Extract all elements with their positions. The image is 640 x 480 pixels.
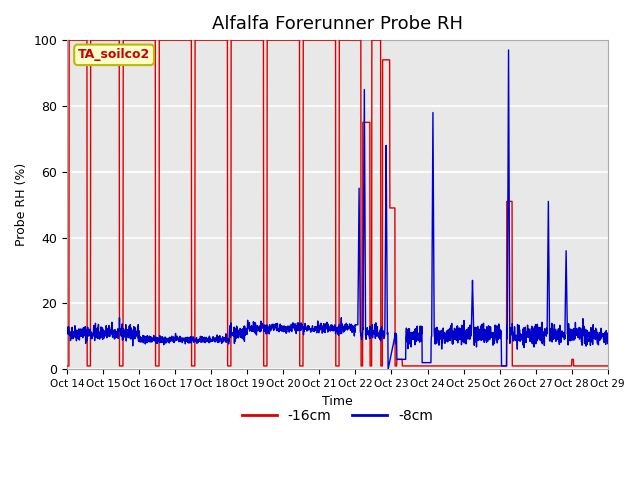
X-axis label: Time: Time <box>322 395 353 408</box>
Text: TA_soilco2: TA_soilco2 <box>78 48 150 61</box>
Y-axis label: Probe RH (%): Probe RH (%) <box>15 163 28 246</box>
Legend: -16cm, -8cm: -16cm, -8cm <box>236 403 438 428</box>
Title: Alfalfa Forerunner Probe RH: Alfalfa Forerunner Probe RH <box>212 15 463 33</box>
